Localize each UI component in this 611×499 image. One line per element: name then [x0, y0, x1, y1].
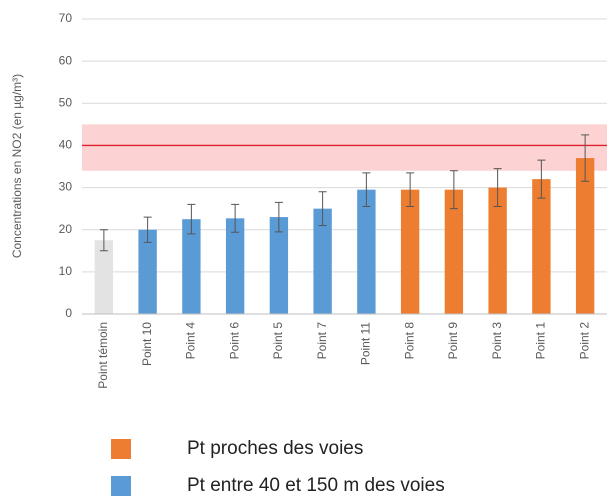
- bar: [269, 217, 289, 314]
- bar: [357, 189, 376, 314]
- error-bar: [493, 168, 502, 208]
- x-tick-label: Point 6: [227, 322, 241, 360]
- reference-band: [82, 124, 607, 171]
- x-tick-label: Point 11: [359, 322, 373, 365]
- bar: [138, 229, 157, 314]
- x-tick-label: Point 7: [315, 322, 329, 360]
- error-bar: [274, 201, 283, 233]
- legend-swatch: [111, 439, 131, 459]
- y-tick-label: 50: [59, 95, 73, 109]
- error-bar: [143, 216, 152, 243]
- error-bar: [99, 229, 108, 252]
- bar: [225, 218, 245, 314]
- y-tick-label: 40: [59, 138, 73, 152]
- x-tick-label: Point 9: [446, 322, 460, 360]
- y-tick-label: 70: [59, 11, 73, 25]
- error-bar: [406, 172, 415, 208]
- error-bar: [231, 203, 240, 233]
- x-tick-label: Point témoin: [96, 322, 110, 389]
- y-axis-label: Concentrations en NO2 (en µg/m³): [10, 74, 24, 258]
- bar: [182, 219, 201, 314]
- legend-text: Pt proches des voies: [187, 438, 363, 459]
- x-tick-label: Point 4: [184, 322, 198, 360]
- x-tick-label: Point 2: [577, 322, 591, 360]
- y-tick-label: 60: [59, 53, 73, 67]
- legend-text: Pt entre 40 et 150 m des voies: [187, 475, 445, 496]
- y-tick-label: 0: [65, 306, 72, 320]
- error-bar: [449, 170, 458, 210]
- error-bar: [537, 159, 546, 199]
- bar: [444, 189, 464, 314]
- error-bar: [581, 134, 590, 182]
- x-tick-label: Point 8: [402, 322, 416, 360]
- y-tick-label: 10: [59, 264, 73, 278]
- legend-swatch: [111, 476, 131, 496]
- x-tick-label: Point 10: [140, 322, 154, 366]
- bar: [532, 179, 551, 314]
- bar: [575, 158, 595, 314]
- bar: [488, 187, 507, 314]
- error-bar: [362, 172, 371, 208]
- bar: [313, 208, 332, 314]
- y-tick-label: 20: [59, 222, 73, 236]
- error-bar: [187, 203, 196, 235]
- x-tick-label: Point 3: [490, 322, 504, 360]
- y-tick-label: 30: [59, 180, 73, 194]
- bar: [400, 189, 420, 314]
- x-tick-label: Point 5: [271, 322, 285, 360]
- bar: [94, 240, 114, 314]
- x-tick-label: Point 1: [534, 322, 548, 360]
- error-bar: [318, 191, 327, 226]
